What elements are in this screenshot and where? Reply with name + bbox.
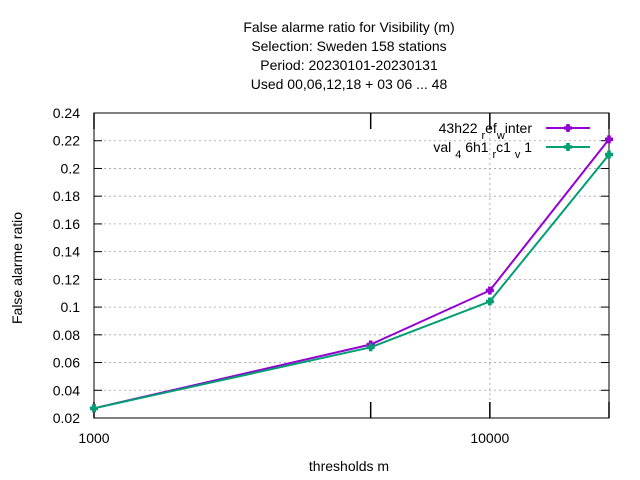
grid [94, 113, 609, 418]
legend-label: 43h22 refwinter [439, 120, 533, 142]
legend-label-part: 43h22 [439, 120, 482, 136]
chart-title-line: False alarme ratio for Visibility (m) [243, 19, 454, 35]
chart-title-line: Used 00,06,12,18 + 03 06 ... 48 [251, 76, 448, 92]
x-tick-label: 10000 [470, 430, 509, 446]
x-tick-label: 1000 [78, 430, 109, 446]
series-line [93, 153, 610, 410]
y-tick-label: 0.04 [53, 382, 80, 398]
data-point [366, 343, 375, 352]
y-tick-label: 0.2 [61, 160, 81, 176]
legend-label-part: 6h1 [461, 139, 492, 155]
y-axis-label: False alarme ratio [9, 212, 25, 324]
chart-title-line: Period: 20230101-20230131 [260, 57, 438, 73]
data-point [485, 286, 494, 295]
y-tick-label: 0.24 [53, 105, 80, 121]
legend-label: val 4 6h1 rc1 v 1 [433, 139, 532, 161]
legend-label-part: v [515, 149, 521, 161]
x-axis-label: thresholds m [309, 458, 389, 474]
legend-swatch-marker [564, 124, 572, 132]
legend-label-part: 4 [455, 149, 461, 161]
legend-label-part: ef [485, 120, 497, 136]
data-point [90, 404, 98, 413]
legend-label-part: inter [505, 120, 533, 136]
data-series [90, 135, 613, 413]
y-tick-label: 0.06 [53, 355, 80, 371]
legend-swatch-marker [564, 143, 572, 151]
y-tick-label: 0.02 [53, 410, 80, 426]
data-point [485, 297, 494, 306]
series-2 [90, 150, 613, 413]
y-tick-label: 0.08 [53, 327, 80, 343]
y-tick-labels: 0.02 0.04 0.06 0.08 0.1 0.12 0.14 0.16 0.18 0.2 0.… [53, 105, 80, 426]
y-tick-label: 0.22 [53, 133, 80, 149]
y-tick-label: 0.18 [53, 188, 80, 204]
y-tick-label: 0.16 [53, 216, 80, 232]
chart-title-line: Selection: Sweden 158 stations [251, 38, 446, 54]
legend-label-part: 1 [520, 139, 532, 155]
data-point [605, 135, 613, 144]
axis-ticks [93, 112, 610, 419]
legend-label-part: r [481, 130, 485, 142]
x-tick-labels: 1000 10000 [78, 430, 509, 446]
legend-label-part: r [492, 149, 496, 161]
legend-label-part: c1 [496, 139, 515, 155]
plot-frame [93, 112, 610, 419]
series-line [93, 138, 610, 410]
y-tick-label: 0.14 [53, 244, 80, 260]
data-point [605, 150, 613, 159]
series-1 [90, 135, 613, 413]
legend-label-part: w [496, 130, 505, 142]
legend-label-part: val [433, 139, 455, 155]
y-tick-label: 0.1 [61, 299, 81, 315]
chart-title: False alarme ratio for Visibility (m) Sel… [243, 19, 454, 92]
y-tick-label: 0.12 [53, 271, 80, 287]
